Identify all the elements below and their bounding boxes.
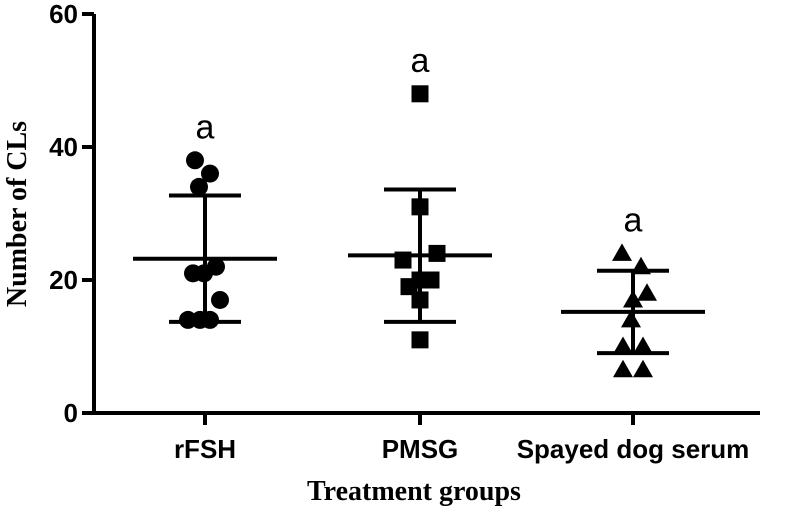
x-tick-label: rFSH — [174, 434, 236, 464]
data-point-circle — [201, 164, 219, 183]
data-point-triangle — [613, 336, 633, 354]
series-spayed-dog-serum: a — [561, 201, 705, 378]
series-pmsg: a — [348, 42, 492, 349]
y-tick-label: 20 — [49, 265, 78, 295]
significance-letter: a — [411, 42, 430, 80]
x-axis-title: Treatment groups — [307, 476, 521, 507]
y-tick-label: 0 — [64, 398, 78, 428]
data-point-triangle — [613, 359, 633, 378]
y-tick-label: 40 — [49, 132, 78, 162]
series-rfsh: a — [133, 108, 277, 329]
data-point-circle — [190, 177, 208, 196]
y-axis-title: Number of CLs — [2, 121, 33, 307]
significance-letter: a — [196, 108, 215, 146]
data-point-triangle — [633, 336, 653, 354]
data-point-triangle — [637, 283, 657, 301]
data-point-square — [411, 331, 429, 349]
data-point-triangle — [633, 359, 653, 378]
x-tick-label: Spayed dog serum — [517, 434, 750, 464]
data-marks: a a a — [133, 42, 705, 378]
data-point-triangle — [612, 243, 632, 261]
x-tick-label: PMSG — [382, 434, 459, 464]
axes: 0 20 40 60 rFSH PMSG Spayed dog serum — [49, 0, 760, 464]
data-point-circle — [186, 151, 204, 170]
y-tick-label: 60 — [49, 0, 78, 29]
data-point-circle — [207, 257, 225, 276]
data-point-square — [411, 85, 429, 103]
significance-letter: a — [624, 201, 643, 239]
data-point-circle — [211, 290, 229, 309]
